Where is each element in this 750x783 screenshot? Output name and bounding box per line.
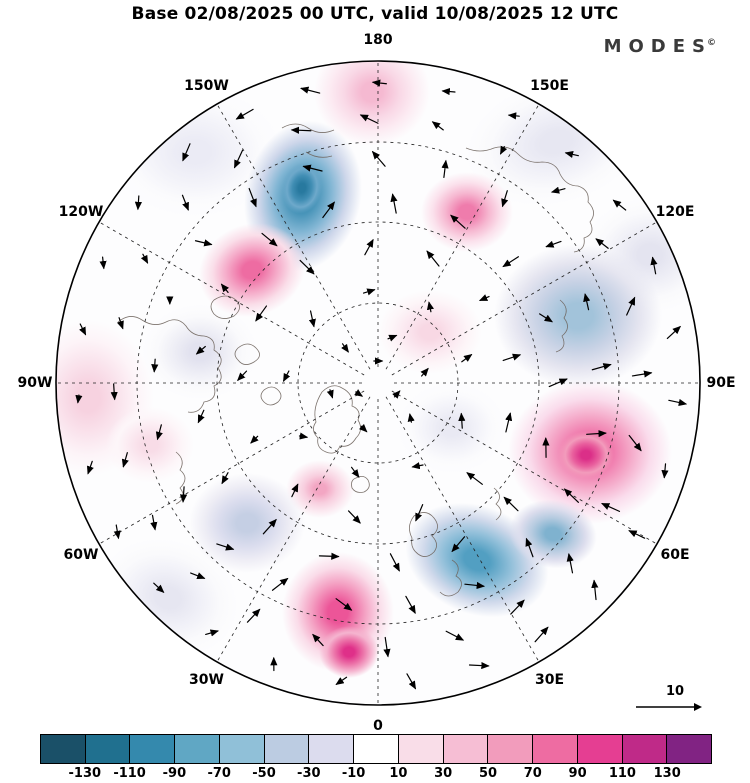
colorbar-tick-label: 10 xyxy=(389,766,408,781)
lon-label-90W: 90W xyxy=(17,375,53,391)
lon-label-90E: 90E xyxy=(706,375,736,391)
anomaly-blob xyxy=(494,244,662,388)
colorbar-tick-label: -70 xyxy=(207,766,231,781)
anomaly-blob xyxy=(397,382,507,474)
vector-reference: 10 xyxy=(632,684,722,718)
modes-logo-text: MODES xyxy=(603,36,712,57)
colorbar-cell xyxy=(264,735,310,763)
anomaly-layer xyxy=(56,61,700,705)
modes-logo: MODES© xyxy=(604,36,716,57)
colorbar-cell xyxy=(354,735,399,763)
anomaly-blob xyxy=(106,407,194,483)
colorbar-labels: -130 -110 -90 -70 -50 -30 -10 10 30 50 70 90 110 130 xyxy=(40,766,712,783)
polar-map xyxy=(56,61,700,705)
lon-label-180: 180 xyxy=(363,32,393,48)
modes-logo-mark: © xyxy=(707,38,716,48)
colorbar-cell xyxy=(577,735,623,763)
colorbar-tick-label: 90 xyxy=(568,766,587,781)
colorbar-cell xyxy=(533,735,578,763)
colorbar-tick-label: 130 xyxy=(653,766,681,781)
colorbar-cell xyxy=(85,735,131,763)
colorbar-cell xyxy=(130,735,176,763)
anomaly-blob xyxy=(558,431,614,479)
colorbar-cell xyxy=(219,735,265,763)
colorbar-cell xyxy=(667,735,712,763)
colorbar-cell xyxy=(309,735,355,763)
colorbar-cell xyxy=(622,735,668,763)
colorbar xyxy=(40,734,712,764)
vector-reference-arrow xyxy=(636,703,702,711)
anomaly-blob xyxy=(421,172,513,252)
colorbar-tick-label: 30 xyxy=(434,766,453,781)
colorbar-tick-label: -110 xyxy=(113,766,146,781)
vector-reference-value: 10 xyxy=(666,684,685,699)
colorbar-tick-label: 70 xyxy=(523,766,542,781)
colorbar-tick-label: -10 xyxy=(341,766,366,781)
colorbar-cell xyxy=(41,735,86,763)
colorbar-tick-label: -90 xyxy=(162,766,187,781)
colorbar-tick-label: 50 xyxy=(478,766,498,781)
colorbar-cell xyxy=(488,735,534,763)
page-title: Base 02/08/2025 00 UTC, valid 10/08/2025… xyxy=(131,4,619,24)
anomaly-blob xyxy=(378,290,482,374)
colorbar-tick-label: -130 xyxy=(68,766,102,781)
colorbar-tick-label: -30 xyxy=(297,766,321,781)
colorbar-tick-label: 110 xyxy=(608,766,636,781)
colorbar-cell xyxy=(398,735,444,763)
lon-label-0: 0 xyxy=(373,718,383,734)
colorbar-cell xyxy=(175,735,220,763)
colorbar-tick-label: -50 xyxy=(252,766,276,781)
anomaly-blob xyxy=(319,626,379,678)
colorbar-cell xyxy=(443,735,489,763)
